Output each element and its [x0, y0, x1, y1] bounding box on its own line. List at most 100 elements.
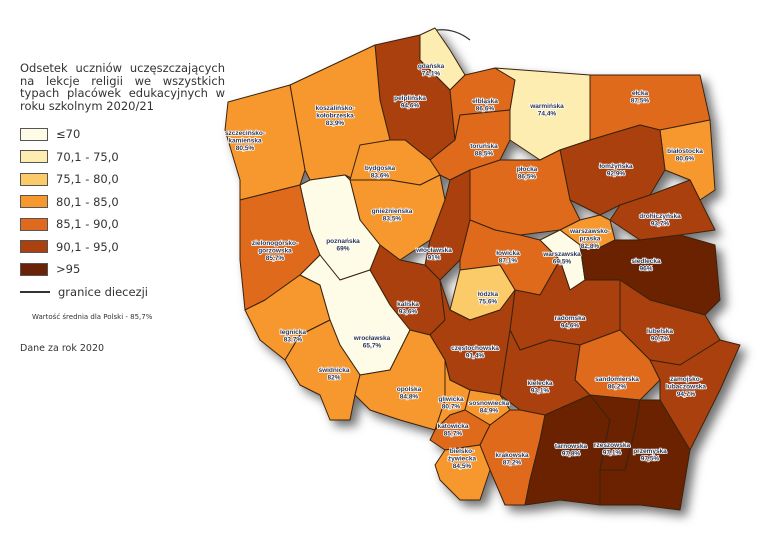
mean-note: Wartość średnia dla Polski - 85,7%	[32, 313, 153, 321]
legend-swatch	[20, 240, 48, 254]
legend-label: ≤70	[56, 127, 81, 142]
legend-label: 90,1 - 95,0	[56, 239, 119, 254]
diocese-value: 87,1%	[499, 258, 518, 265]
legend: Odsetek uczniów uczęszczających na lekcj…	[20, 62, 225, 354]
diocese-region	[579, 234, 721, 316]
diocese-label: sosnowiecka 84,9%	[469, 400, 510, 415]
diocese-value: 92,9%	[607, 171, 626, 178]
diocese-value: 97,5%	[641, 456, 660, 463]
diocese-label: zielonogórsko-gorzowska 85,7%	[252, 240, 298, 262]
diocese-value: 87,2%	[503, 460, 522, 467]
diocese-region	[499, 329, 591, 416]
diocese-value: 84,5%	[453, 463, 472, 470]
diocese-label: wrocławska 65,7%	[353, 335, 391, 350]
diocese-region	[599, 399, 691, 511]
legend-item: 70,1 - 75,0	[20, 146, 225, 169]
diocese-region	[649, 339, 741, 451]
legend-item: 80,1 - 85,0	[20, 191, 225, 214]
legend-title: Odsetek uczniów uczęszczających na lekcj…	[20, 61, 225, 113]
diocese-label: świdnicka 82%	[318, 367, 349, 382]
diocese-label: radomska 94,6%	[555, 315, 586, 330]
diocese-value: 93,1%	[531, 388, 550, 395]
legend-item: 90,1 - 95,0	[20, 236, 225, 259]
diocese-value: 93,6%	[399, 309, 418, 316]
diocese-value: 91%	[427, 255, 440, 262]
diocese-label: lubelska 90,7%	[647, 328, 673, 343]
diocese-label: koszalińsko-kołobrzeska 83,9%	[315, 105, 354, 127]
diocese-value: 86,6%	[476, 106, 495, 113]
diocese-value: 69,5%	[553, 259, 572, 266]
legend-item: 75,1 - 80,0	[20, 168, 225, 191]
diocese-value: 82%	[327, 375, 340, 382]
diocese-value: 83,7%	[284, 337, 303, 344]
legend-swatch	[20, 217, 48, 231]
diocese-label: warmińska 74,4%	[529, 103, 564, 118]
legend-swatch	[20, 150, 48, 164]
diocese-value: 65,7%	[363, 343, 382, 350]
legend-label: 75,1 - 80,0	[56, 172, 119, 187]
diocese-label: bydgoska 83,6%	[365, 165, 396, 180]
diocese-value: 86,5%	[518, 174, 537, 181]
legend-swatch	[20, 127, 48, 141]
diocese-label: łódzka 75,6%	[478, 291, 499, 306]
diocese-label: zamojsko-lubaczowska 94,7%	[666, 376, 706, 398]
diocese-value: 80,5%	[236, 145, 255, 152]
legend-item: ≤70	[20, 123, 225, 146]
legend-item: 85,1 - 90,0	[20, 213, 225, 236]
diocese-value: 80,6%	[676, 156, 695, 163]
diocese-region	[434, 444, 491, 501]
hel-peninsula	[435, 29, 471, 41]
diocese-label: katowicka 85,7%	[437, 423, 468, 438]
diocese-label: tarnowska 97,8%	[555, 443, 588, 458]
legend-border-label: granice diecezji	[58, 284, 149, 299]
diocese-label: legnicka 83,7%	[280, 329, 306, 344]
diocese-label: kaliska 93,6%	[397, 301, 419, 316]
legend-label: 85,1 - 90,0	[56, 217, 119, 232]
diocese-label: opolska 84,8%	[397, 386, 422, 401]
diocese-label: ełcka 87,5%	[631, 90, 650, 105]
diocese-region	[429, 109, 511, 181]
diocese-value: 97,1%	[603, 450, 622, 457]
diocese-region	[284, 319, 361, 421]
diocese-value: 88,5%	[475, 151, 494, 158]
legend-border-item: granice diecezji	[20, 281, 225, 304]
diocese-label: pelplińska 94,6%	[394, 95, 426, 110]
diocese-value: 85,7%	[266, 255, 285, 262]
diocese-label: elbląska 86,6%	[472, 98, 498, 113]
diocese-value: 83,6%	[371, 173, 390, 180]
diocese-label: gnieźnieńska 83,5%	[372, 208, 413, 223]
diocese-label: gdańska 74,1%	[418, 63, 445, 78]
diocese-value: 86,2%	[608, 384, 627, 391]
diocese-label: sandomierska 86,2%	[595, 376, 639, 391]
diocese-value: 83,9%	[326, 120, 345, 127]
diocese-label: warszawsko-praska 82,8%	[569, 228, 610, 250]
border-line-swatch	[20, 290, 50, 293]
source-note: Dane za rok 2020	[20, 343, 105, 354]
diocese-label: siedlecka 96%	[631, 258, 661, 273]
diocese-label: łowicka 87,1%	[496, 250, 520, 265]
diocese-label: białostocka 80,6%	[667, 148, 703, 163]
diocese-value: 84,8%	[400, 394, 419, 401]
diocese-label: krakowska 87,2%	[495, 452, 529, 467]
legend-label: 80,1 - 85,0	[56, 194, 119, 209]
diocese-label: bielsko-żywiecka 84,5%	[448, 448, 477, 470]
diocese-label: warszawska 69,5%	[542, 251, 581, 266]
diocese-label: drohiczyńska 93,7%	[639, 213, 681, 228]
legend-swatch	[20, 195, 48, 209]
diocese-label: płocka 86,5%	[517, 166, 538, 181]
legend-label: >95	[56, 262, 81, 277]
diocese-value: 85,7%	[444, 431, 463, 438]
diocese-label: kielecka 93,1%	[527, 380, 553, 395]
diocese-label: łomżyńska 92,9%	[599, 163, 633, 178]
diocese-value: 83,5%	[383, 216, 402, 223]
diocese-value: 75,6%	[479, 299, 498, 306]
diocese-label: przemyska 97,5%	[633, 448, 667, 463]
diocese-value: 96%	[639, 266, 652, 273]
diocese-label: gliwicka 80,7%	[438, 396, 464, 411]
diocese-value: 97,8%	[562, 451, 581, 458]
diocese-value: 69%	[336, 246, 349, 253]
diocese-value: 80,7%	[442, 404, 461, 411]
diocese-label: rzeszowska 97,1%	[594, 442, 631, 457]
diocese-value: 82,8%	[581, 243, 600, 250]
